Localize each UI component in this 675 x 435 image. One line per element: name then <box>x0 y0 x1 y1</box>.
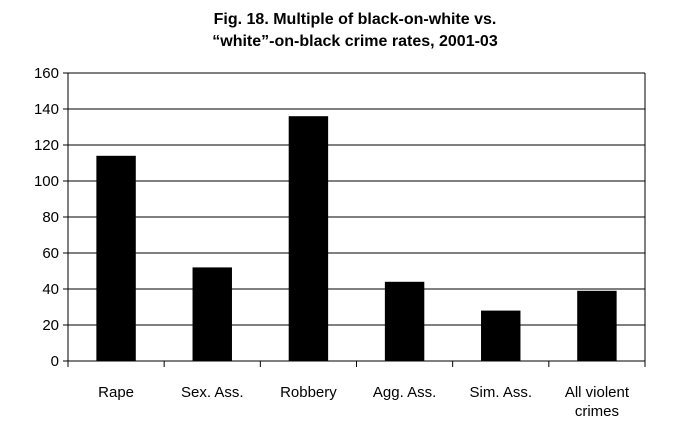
bar-5 <box>577 290 617 361</box>
bar-3 <box>384 281 425 361</box>
bar-1 <box>192 267 232 361</box>
y-tick-label-120: 120 <box>34 137 59 154</box>
x-label-1: Sex. Ass. <box>181 384 244 401</box>
y-tick-label-20: 20 <box>42 317 59 334</box>
x-label-3: Agg. Ass. <box>373 384 436 401</box>
bar-2 <box>288 116 329 361</box>
bar-4 <box>481 310 521 361</box>
x-label-0: Rape <box>98 384 134 401</box>
y-tick-label-140: 140 <box>34 101 59 118</box>
x-label-5: All violent <box>565 384 630 401</box>
y-tick-label-60: 60 <box>42 245 59 262</box>
axes <box>63 72 646 367</box>
y-tick-label-80: 80 <box>42 209 59 226</box>
y-tick-label-160: 160 <box>34 65 59 82</box>
y-tick-labels: 0 20 40 60 80 100 120 140 160 <box>34 65 59 370</box>
y-tick-label-0: 0 <box>51 353 59 370</box>
x-label-5-line-1: crimes <box>575 403 619 420</box>
x-label-2: Robbery <box>280 384 337 401</box>
chart-title-line-1: Fig. 18. Multiple of black-on-white vs. <box>214 11 497 28</box>
x-label-4: Sim. Ass. <box>469 384 532 401</box>
y-tick-label-100: 100 <box>34 173 59 190</box>
x-tick-labels: Rape Sex. Ass. Robbery Agg. Ass. Sim. Ass. Al… <box>98 384 630 420</box>
bars <box>96 116 617 361</box>
chart-title-line-2: “white”-on-black crime rates, 2001-03 <box>212 33 498 50</box>
gridlines <box>68 72 645 326</box>
bar-0 <box>96 155 136 361</box>
y-tick-label-40: 40 <box>42 281 59 298</box>
